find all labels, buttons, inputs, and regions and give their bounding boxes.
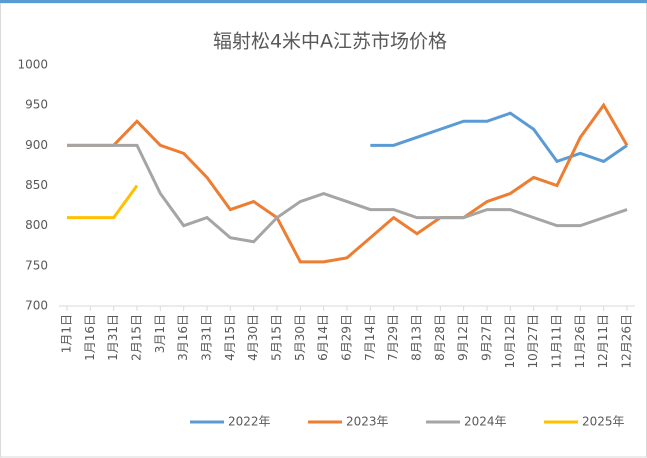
y-tick-label: 750 bbox=[25, 258, 48, 272]
y-tick-label: 700 bbox=[25, 299, 48, 313]
legend-label: 2024年 bbox=[464, 415, 507, 429]
legend-label: 2023年 bbox=[346, 415, 389, 429]
x-tick-label: 3月1日 bbox=[153, 314, 167, 353]
y-tick-label: 800 bbox=[25, 218, 48, 232]
x-tick-label: 12月26日 bbox=[620, 314, 634, 369]
x-tick-label: 6月29日 bbox=[340, 314, 354, 361]
x-tick-label: 2月15日 bbox=[130, 314, 144, 361]
chart-title: 辐射松4米中A江苏市场价格 bbox=[213, 31, 447, 53]
x-tick-label: 9月12日 bbox=[456, 314, 470, 361]
x-tick-label: 11月11日 bbox=[550, 314, 564, 369]
series-line bbox=[67, 143, 628, 244]
x-tick-label: 8月28日 bbox=[433, 314, 447, 361]
legend-label: 2025年 bbox=[582, 415, 625, 429]
x-tick-label: 6月14日 bbox=[316, 314, 330, 361]
x-tick-label: 3月31日 bbox=[200, 314, 214, 361]
x-tick-label: 12月11日 bbox=[596, 314, 610, 369]
y-tick-label: 850 bbox=[25, 178, 48, 192]
y-tick-label: 950 bbox=[25, 98, 48, 112]
x-tick-label: 1月16日 bbox=[83, 314, 97, 361]
x-tick-label: 1月1日 bbox=[60, 314, 74, 353]
x-tick-label: 4月30日 bbox=[246, 314, 260, 361]
x-tick-label: 1月31日 bbox=[106, 314, 120, 361]
x-tick-label: 5月15日 bbox=[270, 314, 284, 361]
x-tick-label: 8月13日 bbox=[410, 314, 424, 361]
x-tick-label: 10月27日 bbox=[526, 314, 540, 369]
series-line bbox=[67, 184, 139, 220]
x-tick-label: 5月30日 bbox=[293, 314, 307, 361]
series-line bbox=[67, 102, 629, 264]
x-tick-label: 3月16日 bbox=[176, 314, 190, 361]
y-tick-label: 900 bbox=[25, 138, 48, 152]
x-tick-label: 4月15日 bbox=[223, 314, 237, 361]
legend-label: 2022年 bbox=[228, 415, 271, 429]
x-tick-label: 7月14日 bbox=[363, 314, 377, 361]
x-tick-label: 11月26日 bbox=[573, 314, 587, 369]
x-tick-label: 10月12日 bbox=[503, 314, 517, 369]
x-tick-label: 9月27日 bbox=[480, 314, 494, 361]
y-tick-label: 1000 bbox=[17, 58, 48, 72]
series-line bbox=[370, 111, 628, 164]
x-tick-label: 7月29日 bbox=[386, 314, 400, 361]
